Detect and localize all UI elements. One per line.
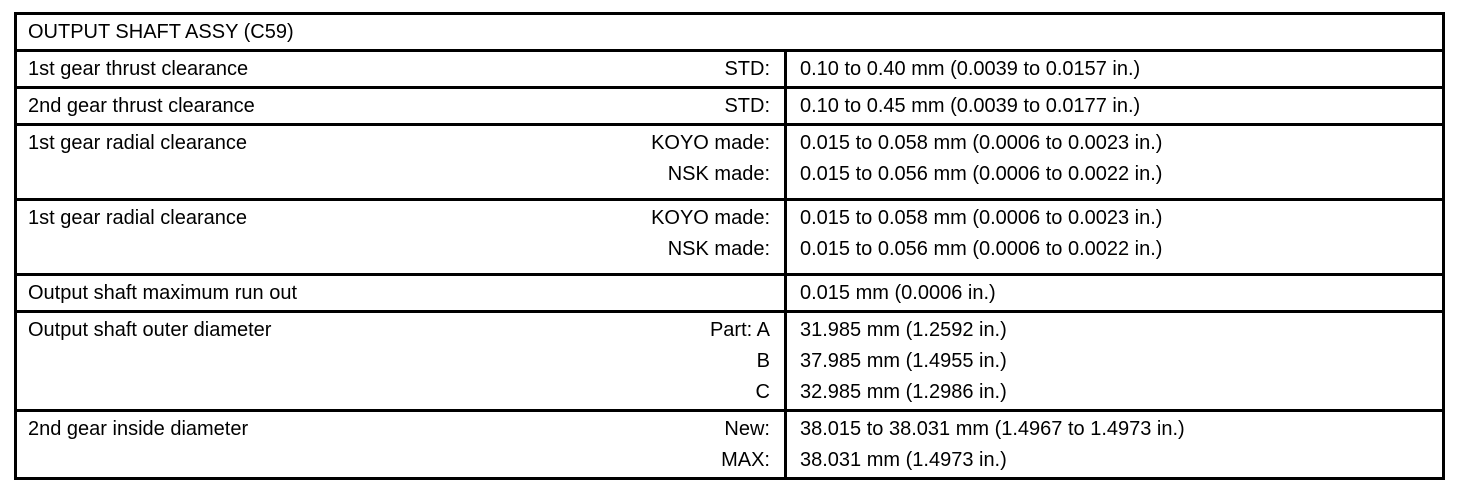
value-text: 38.015 to 38.031 mm (1.4967 to 1.4973 in…	[800, 418, 1185, 440]
condition-list: STD:	[724, 54, 770, 85]
condition-label: New:	[724, 418, 770, 440]
condition-label: STD:	[724, 95, 770, 117]
condition-list: STD:	[724, 91, 770, 122]
condition-label: NSK made:	[667, 163, 770, 185]
value-text: 0.015 to 0.058 mm (0.0006 to 0.0023 in.)	[800, 207, 1163, 229]
condition-list: Part: A B C	[710, 315, 770, 408]
row-label: 1st gear radial clearance	[28, 132, 248, 154]
table-row: 1st gear thrust clearance STD: 0.10 to 0…	[17, 49, 1442, 86]
condition-label: NSK made:	[667, 238, 770, 260]
condition-label: C	[755, 381, 770, 403]
row-label: 1st gear thrust clearance	[28, 58, 249, 80]
table-row: 2nd gear thrust clearance STD: 0.10 to 0…	[17, 86, 1442, 123]
condition-list: KOYO made: NSK made:	[651, 203, 770, 265]
spec-value-cell: 38.015 to 38.031 mm (1.4967 to 1.4973 in…	[784, 412, 1442, 477]
value-text: 0.015 to 0.056 mm (0.0006 to 0.0022 in.)	[800, 163, 1163, 185]
row-label: 1st gear radial clearance	[28, 207, 248, 229]
spec-label-cell: 2nd gear thrust clearance STD:	[17, 89, 784, 123]
condition-label: MAX:	[721, 449, 770, 471]
value-text: 0.015 mm (0.0006 in.)	[800, 282, 996, 304]
value-text: 0.10 to 0.45 mm (0.0039 to 0.0177 in.)	[800, 95, 1141, 117]
condition-label: STD:	[724, 58, 770, 80]
spec-value-cell: 0.10 to 0.40 mm (0.0039 to 0.0157 in.)	[784, 52, 1442, 86]
spec-label-cell: 2nd gear inside diameter New: MAX:	[17, 412, 784, 477]
spec-table: OUTPUT SHAFT ASSY (C59) 1st gear thrust …	[14, 12, 1445, 480]
row-label: 2nd gear thrust clearance	[28, 95, 255, 117]
spec-value-cell: 31.985 mm (1.2592 in.) 37.985 mm (1.4955…	[784, 313, 1442, 409]
table-row: 1st gear radial clearance KOYO made: NSK…	[17, 123, 1442, 198]
table-row: 2nd gear inside diameter New: MAX: 38.01…	[17, 409, 1442, 477]
value-text: 37.985 mm (1.4955 in.)	[800, 350, 1007, 372]
spec-value-cell: 0.015 mm (0.0006 in.)	[784, 276, 1442, 310]
spec-label-cell: 1st gear radial clearance KOYO made: NSK…	[17, 201, 784, 273]
condition-list: KOYO made: NSK made:	[651, 128, 770, 190]
row-label: Output shaft outer diameter	[28, 319, 272, 341]
row-label: 2nd gear inside diameter	[28, 418, 249, 440]
spec-label-cell: Output shaft maximum run out	[17, 276, 784, 310]
table-row: Output shaft outer diameter Part: A B C …	[17, 310, 1442, 409]
spec-label-cell: 1st gear thrust clearance STD:	[17, 52, 784, 86]
spec-label-cell: 1st gear radial clearance KOYO made: NSK…	[17, 126, 784, 198]
value-text: 38.031 mm (1.4973 in.)	[800, 449, 1007, 471]
value-text: 0.015 to 0.058 mm (0.0006 to 0.0023 in.)	[800, 132, 1163, 154]
condition-list: New: MAX:	[721, 414, 770, 476]
value-text: 32.985 mm (1.2986 in.)	[800, 381, 1007, 403]
table-title: OUTPUT SHAFT ASSY (C59)	[28, 21, 294, 43]
condition-label: KOYO made:	[651, 207, 770, 229]
condition-label: B	[756, 350, 770, 372]
value-text: 0.015 to 0.056 mm (0.0006 to 0.0022 in.)	[800, 238, 1163, 260]
row-label: Output shaft maximum run out	[28, 282, 298, 304]
spec-label-cell: Output shaft outer diameter Part: A B C	[17, 313, 784, 409]
condition-label: Part: A	[709, 319, 770, 341]
spec-value-cell: 0.015 to 0.058 mm (0.0006 to 0.0023 in.)…	[784, 126, 1442, 198]
table-row: 1st gear radial clearance KOYO made: NSK…	[17, 198, 1442, 273]
value-text: 31.985 mm (1.2592 in.)	[800, 319, 1007, 341]
table-row: Output shaft maximum run out 0.015 mm (0…	[17, 273, 1442, 310]
spec-value-cell: 0.10 to 0.45 mm (0.0039 to 0.0177 in.)	[784, 89, 1442, 123]
condition-label: KOYO made:	[651, 132, 770, 154]
spec-value-cell: 0.015 to 0.058 mm (0.0006 to 0.0023 in.)…	[784, 201, 1442, 273]
value-text: 0.10 to 0.40 mm (0.0039 to 0.0157 in.)	[800, 58, 1141, 80]
